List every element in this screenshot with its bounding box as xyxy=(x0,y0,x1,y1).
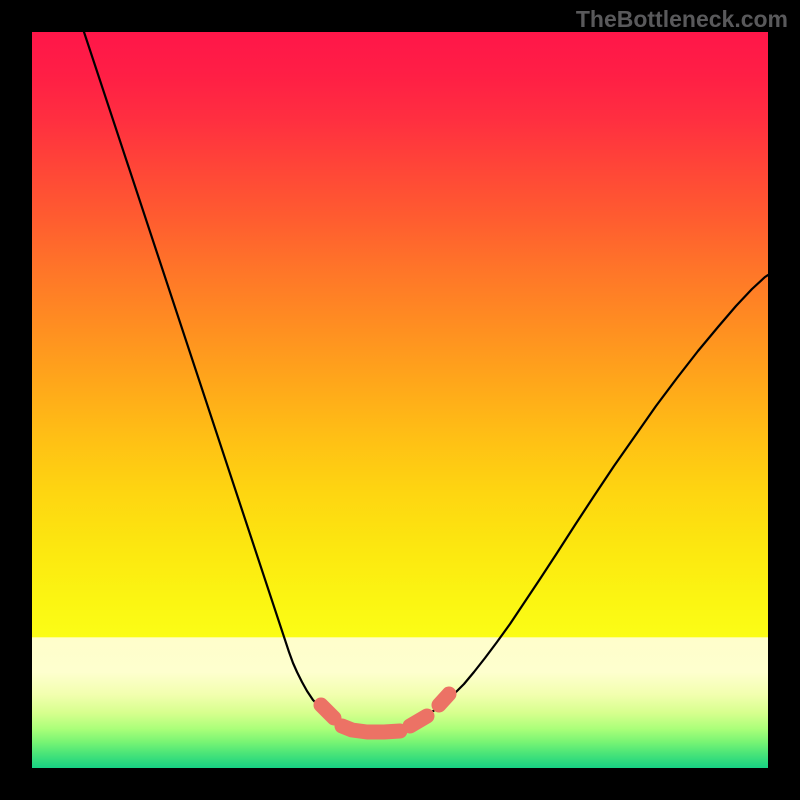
chart-svg xyxy=(32,32,768,768)
bottom-markers xyxy=(321,694,449,732)
bottleneck-curve-left xyxy=(84,32,328,713)
marker-segment xyxy=(321,705,334,718)
plot-area xyxy=(32,32,768,768)
marker-segment xyxy=(342,726,400,732)
marker-segment xyxy=(439,694,449,705)
marker-segment xyxy=(410,716,427,726)
bottleneck-curve-right xyxy=(430,275,768,713)
attribution-text: TheBottleneck.com xyxy=(576,6,788,33)
